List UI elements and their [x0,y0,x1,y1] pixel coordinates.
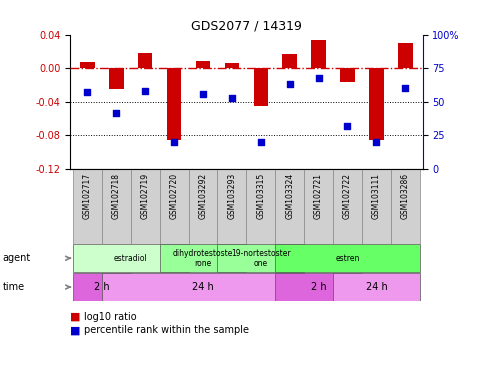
Text: percentile rank within the sample: percentile rank within the sample [84,325,249,335]
Text: 2 h: 2 h [94,282,110,292]
Point [401,85,409,91]
Text: GSM103293: GSM103293 [227,173,236,219]
Bar [362,169,391,244]
Bar [254,68,268,106]
Text: GSM103111: GSM103111 [372,173,381,219]
Point [113,109,120,116]
Bar [333,169,362,244]
Text: agent: agent [2,253,30,263]
Text: GSM102719: GSM102719 [141,173,150,219]
Text: 2 h: 2 h [311,282,327,292]
Bar [217,169,246,244]
Bar [217,245,304,272]
Bar [246,169,275,244]
Bar [275,169,304,244]
Text: estradiol: estradiol [114,254,148,263]
Bar [312,40,326,68]
Text: ■: ■ [70,325,81,335]
Point [199,91,207,97]
Bar [73,169,102,244]
Bar [333,273,420,301]
Title: GDS2077 / 14319: GDS2077 / 14319 [191,19,302,32]
Point [257,139,265,145]
Bar [369,68,384,139]
Text: time: time [2,282,25,292]
Text: 19-nortestoster
one: 19-nortestoster one [231,249,291,268]
Bar [80,62,95,68]
Bar [398,43,412,68]
Text: GSM103324: GSM103324 [285,173,294,219]
Text: log10 ratio: log10 ratio [84,312,136,322]
Bar [304,169,333,244]
Bar [225,63,239,68]
Bar [391,169,420,244]
Bar [73,245,188,272]
Bar [275,245,420,272]
Text: estren: estren [335,254,360,263]
Bar [102,169,131,244]
Point [286,81,294,88]
Point [84,89,91,96]
Bar [188,169,217,244]
Bar [283,54,297,68]
Text: GSM102717: GSM102717 [83,173,92,219]
Point [170,139,178,145]
Point [142,88,149,94]
Point [315,74,323,81]
Bar [102,273,304,301]
Bar [109,68,124,89]
Bar [131,169,159,244]
Text: GSM102722: GSM102722 [343,173,352,219]
Bar [196,61,210,68]
Bar [159,245,246,272]
Text: GSM102721: GSM102721 [314,173,323,219]
Text: GSM102720: GSM102720 [170,173,179,219]
Point [228,95,236,101]
Text: 24 h: 24 h [192,282,214,292]
Text: GSM103315: GSM103315 [256,173,265,219]
Bar [138,53,153,68]
Text: GSM103292: GSM103292 [199,173,208,219]
Text: 24 h: 24 h [366,282,387,292]
Bar [73,273,131,301]
Bar [167,68,181,139]
Text: GSM103286: GSM103286 [401,173,410,219]
Point [372,139,380,145]
Text: GSM102718: GSM102718 [112,173,121,219]
Bar [275,273,362,301]
Point [343,123,351,129]
Bar [159,169,188,244]
Bar [340,68,355,83]
Text: dihydrotestoste
rone: dihydrotestoste rone [173,249,233,268]
Text: ■: ■ [70,312,81,322]
